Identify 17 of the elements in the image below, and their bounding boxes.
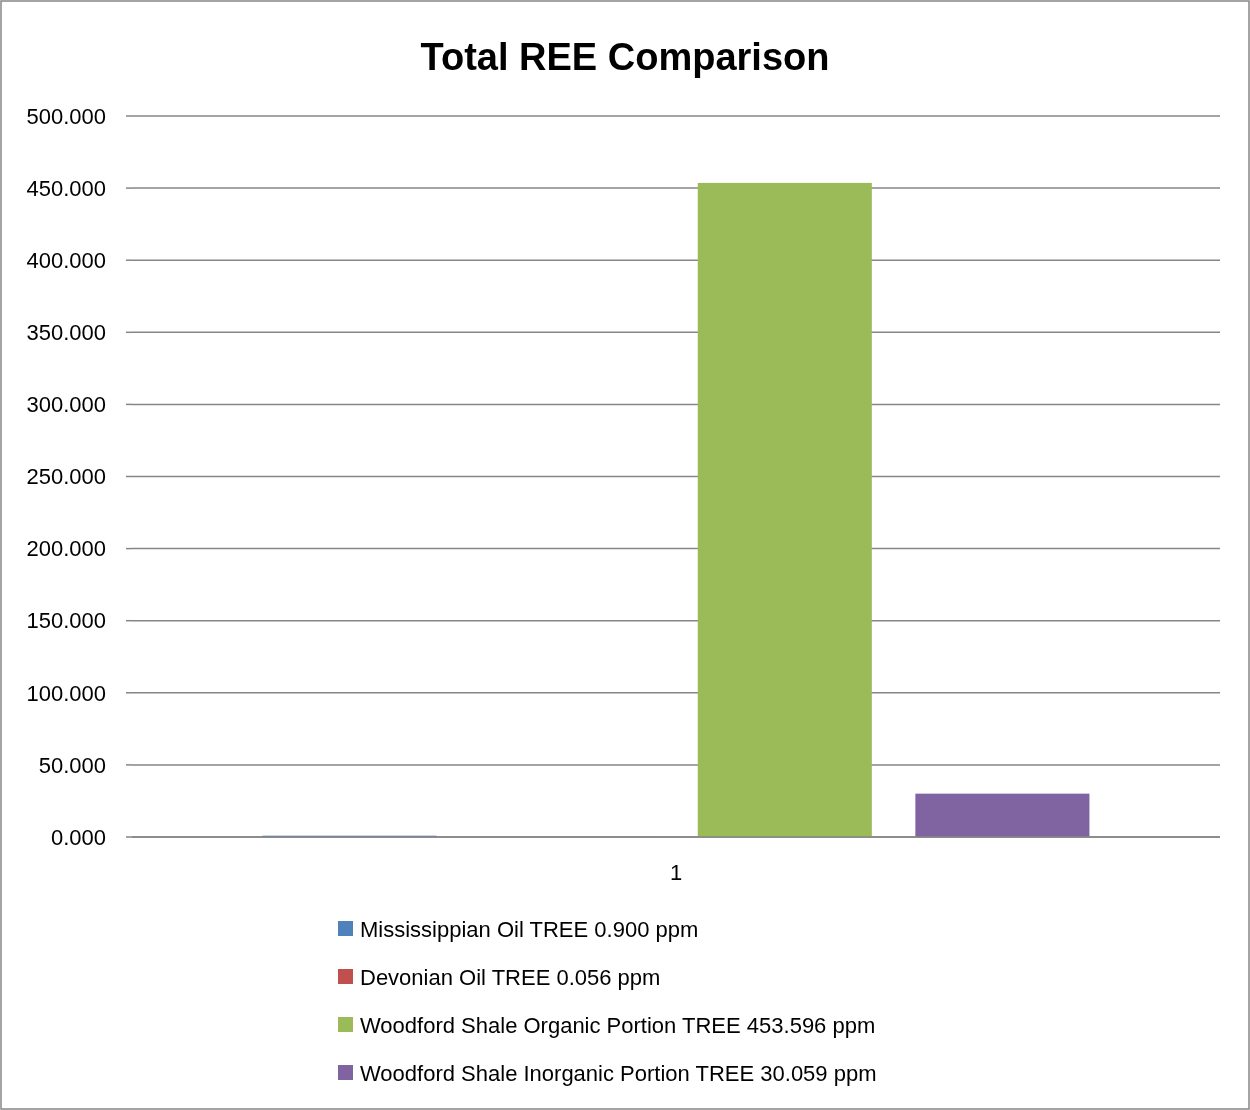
y-tick-label: 300.000 xyxy=(26,392,106,418)
y-tick-label: 200.000 xyxy=(26,536,106,562)
y-tick-label: 250.000 xyxy=(26,464,106,490)
y-tick-label: 100.000 xyxy=(26,680,106,706)
chart-title: Total REE Comparison xyxy=(420,36,830,78)
y-tick-label: 500.000 xyxy=(26,103,106,129)
legend-label: Devonian Oil TREE 0.056 ppm xyxy=(360,964,661,990)
y-tick-label: 400.000 xyxy=(26,247,106,273)
y-tick-label: 50.000 xyxy=(38,752,106,778)
y-tick-label: 450.000 xyxy=(26,175,106,201)
y-tick-label: 350.000 xyxy=(26,320,106,345)
x-tick-label: 1 xyxy=(669,860,683,885)
y-tick-label: 0.000 xyxy=(50,824,106,850)
legend-label: Mississippian Oil TREE 0.900 ppm xyxy=(360,916,699,942)
legend-label: Woodford Shale Inorganic Portion TREE 30.059 ppm xyxy=(360,1060,877,1086)
y-tick-label: 150.000 xyxy=(26,608,106,634)
legend-label: Woodford Shale Organic Portion TREE 453.596 ppm xyxy=(360,1012,876,1038)
